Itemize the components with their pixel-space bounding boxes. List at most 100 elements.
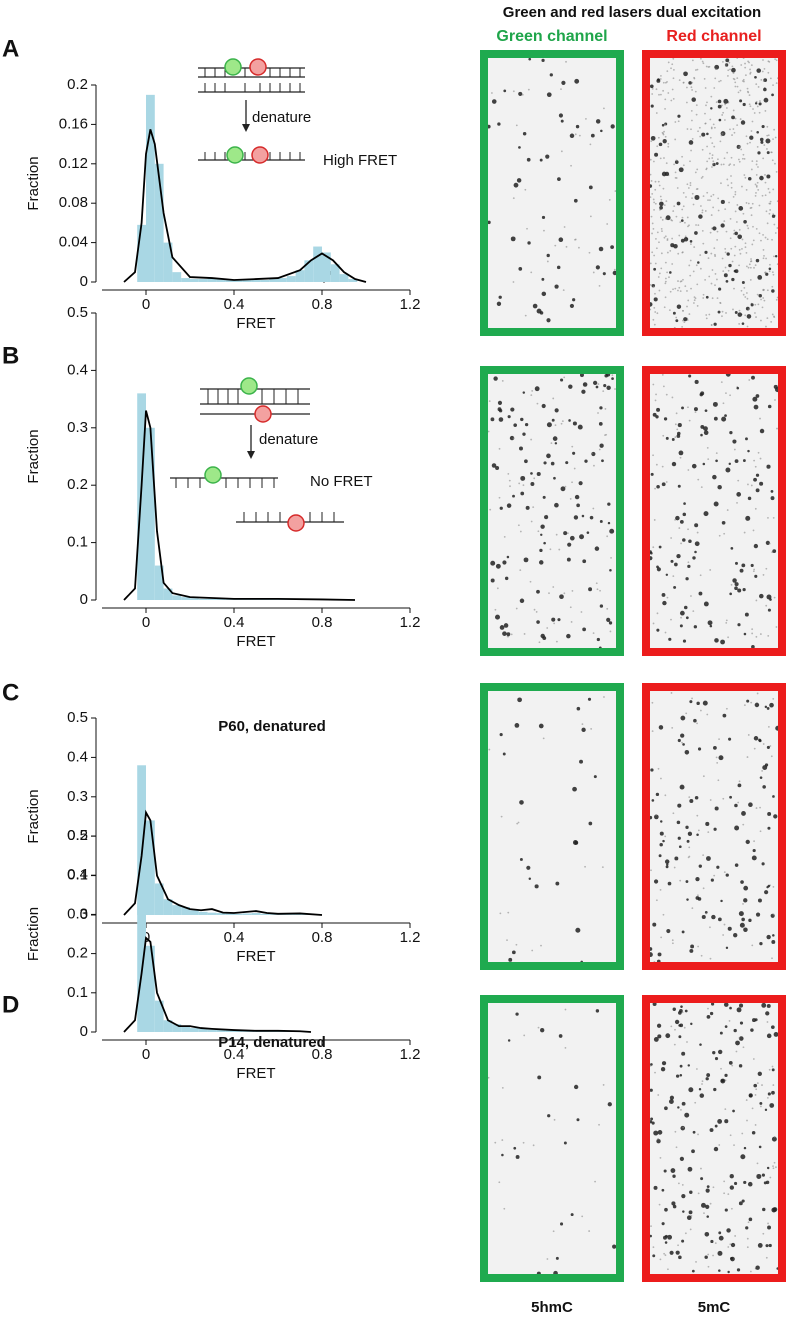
spot <box>748 497 751 500</box>
spot <box>708 257 710 259</box>
spot <box>757 1162 759 1164</box>
spot <box>711 142 713 144</box>
spot <box>727 75 729 77</box>
spot <box>756 228 758 230</box>
spot <box>592 508 594 510</box>
spot <box>751 303 754 306</box>
spot <box>744 633 747 636</box>
spot <box>730 1174 734 1178</box>
spot <box>557 266 561 270</box>
spot <box>775 255 777 257</box>
spot <box>751 633 753 635</box>
spot <box>611 124 615 128</box>
spot <box>590 215 592 217</box>
spot <box>690 182 692 184</box>
spot <box>565 1009 567 1011</box>
spot <box>674 563 678 567</box>
spot <box>653 623 655 625</box>
spot <box>685 826 688 829</box>
spot <box>533 304 538 309</box>
y-tick-label: 0.5 <box>67 304 88 321</box>
spot <box>689 700 692 703</box>
spot <box>673 586 676 589</box>
spot <box>559 594 564 599</box>
spot <box>679 167 684 172</box>
spot <box>658 276 660 278</box>
spot <box>677 202 681 206</box>
spot <box>716 279 718 281</box>
spot <box>702 62 704 64</box>
spot <box>670 291 672 293</box>
spot <box>736 221 738 223</box>
spot <box>593 632 595 634</box>
spot <box>766 1257 768 1259</box>
spot <box>718 311 721 314</box>
spot <box>668 882 672 886</box>
spot <box>765 706 767 708</box>
spot <box>579 760 583 764</box>
spot <box>653 199 655 201</box>
spot <box>652 1122 655 1125</box>
spot <box>655 394 657 396</box>
spot <box>701 1083 703 1085</box>
spot <box>688 187 690 189</box>
spot <box>669 271 672 274</box>
spot <box>721 223 725 227</box>
spot <box>514 183 519 188</box>
spot <box>674 121 676 123</box>
spot <box>662 90 664 92</box>
spot <box>664 1208 668 1212</box>
spot <box>651 473 654 476</box>
spot <box>609 529 614 534</box>
spot <box>726 280 729 283</box>
spot <box>664 306 666 308</box>
spot <box>712 154 714 156</box>
spot <box>685 750 690 755</box>
spot <box>764 890 768 894</box>
spot <box>680 1157 684 1161</box>
micrograph-bg <box>646 54 782 332</box>
spot <box>725 1025 728 1028</box>
spot <box>726 873 729 876</box>
spot <box>576 1118 579 1121</box>
spot <box>653 201 655 203</box>
spot <box>595 546 600 551</box>
y-tick-label: 0.3 <box>67 788 88 805</box>
spot <box>756 259 759 262</box>
spot <box>744 1147 746 1149</box>
spot <box>656 1139 660 1143</box>
spot <box>767 746 770 749</box>
spot <box>653 413 657 417</box>
histogram-bar <box>252 280 261 282</box>
spot <box>694 407 698 411</box>
spot <box>574 515 578 519</box>
spot <box>712 226 716 230</box>
spot <box>489 509 491 511</box>
spot <box>766 595 771 600</box>
spot <box>601 459 604 462</box>
spot <box>657 1094 659 1096</box>
spot <box>729 796 732 799</box>
spot <box>676 177 678 179</box>
spot <box>540 524 544 528</box>
spot <box>664 237 666 239</box>
spot <box>531 390 533 392</box>
spot <box>734 194 736 196</box>
spot <box>675 171 677 173</box>
spot <box>776 299 778 301</box>
spot <box>709 199 711 201</box>
spot <box>704 251 707 254</box>
spot <box>653 307 655 309</box>
spot <box>744 314 746 316</box>
spot <box>738 159 740 161</box>
spot <box>682 743 685 746</box>
spot <box>660 1258 662 1260</box>
spot <box>750 702 752 704</box>
spot <box>674 1131 676 1133</box>
spot <box>747 88 749 90</box>
spot <box>689 140 694 145</box>
spot <box>756 1174 761 1179</box>
spot <box>712 269 714 271</box>
spot <box>674 519 676 521</box>
spot <box>749 69 751 71</box>
